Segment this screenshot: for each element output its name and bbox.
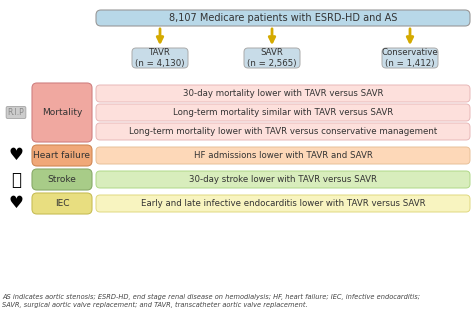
Text: 30-day stroke lower with TAVR versus SAVR: 30-day stroke lower with TAVR versus SAV… xyxy=(189,175,377,184)
FancyBboxPatch shape xyxy=(96,10,470,26)
FancyBboxPatch shape xyxy=(382,48,438,68)
Text: 30-day mortality lower with TAVR versus SAVR: 30-day mortality lower with TAVR versus … xyxy=(183,89,383,98)
FancyBboxPatch shape xyxy=(96,104,470,121)
Text: R.I.P: R.I.P xyxy=(8,108,24,117)
Text: Long-term mortality lower with TAVR versus conservative management: Long-term mortality lower with TAVR vers… xyxy=(129,127,437,136)
FancyBboxPatch shape xyxy=(96,123,470,140)
FancyBboxPatch shape xyxy=(244,48,300,68)
Text: ♥: ♥ xyxy=(9,147,23,164)
FancyBboxPatch shape xyxy=(96,195,470,212)
FancyBboxPatch shape xyxy=(96,171,470,188)
Text: 8,107 Medicare patients with ESRD-HD and AS: 8,107 Medicare patients with ESRD-HD and… xyxy=(169,13,397,23)
Text: Heart failure: Heart failure xyxy=(34,151,91,160)
FancyBboxPatch shape xyxy=(96,85,470,102)
Text: Mortality: Mortality xyxy=(42,108,82,117)
Text: TAVR
(n = 4,130): TAVR (n = 4,130) xyxy=(135,48,185,68)
FancyBboxPatch shape xyxy=(96,147,470,164)
Text: AS indicates aortic stenosis; ESRD-HD, end stage renal disease on hemodialysis; : AS indicates aortic stenosis; ESRD-HD, e… xyxy=(2,294,420,308)
Text: Stroke: Stroke xyxy=(47,175,76,184)
Text: HF admissions lower with TAVR and SAVR: HF admissions lower with TAVR and SAVR xyxy=(193,151,373,160)
Text: Long-term mortality similar with TAVR versus SAVR: Long-term mortality similar with TAVR ve… xyxy=(173,108,393,117)
Text: ♥: ♥ xyxy=(9,194,23,212)
Text: SAVR
(n = 2,565): SAVR (n = 2,565) xyxy=(247,48,297,68)
FancyBboxPatch shape xyxy=(32,193,92,214)
Text: IEC: IEC xyxy=(55,199,69,208)
FancyBboxPatch shape xyxy=(32,145,92,166)
FancyBboxPatch shape xyxy=(32,83,92,142)
Text: Conservative
(n = 1,412): Conservative (n = 1,412) xyxy=(382,48,438,68)
FancyBboxPatch shape xyxy=(132,48,188,68)
Text: Early and late infective endocarditis lower with TAVR versus SAVR: Early and late infective endocarditis lo… xyxy=(141,199,425,208)
Text: 🧠: 🧠 xyxy=(11,170,21,188)
FancyBboxPatch shape xyxy=(32,169,92,190)
